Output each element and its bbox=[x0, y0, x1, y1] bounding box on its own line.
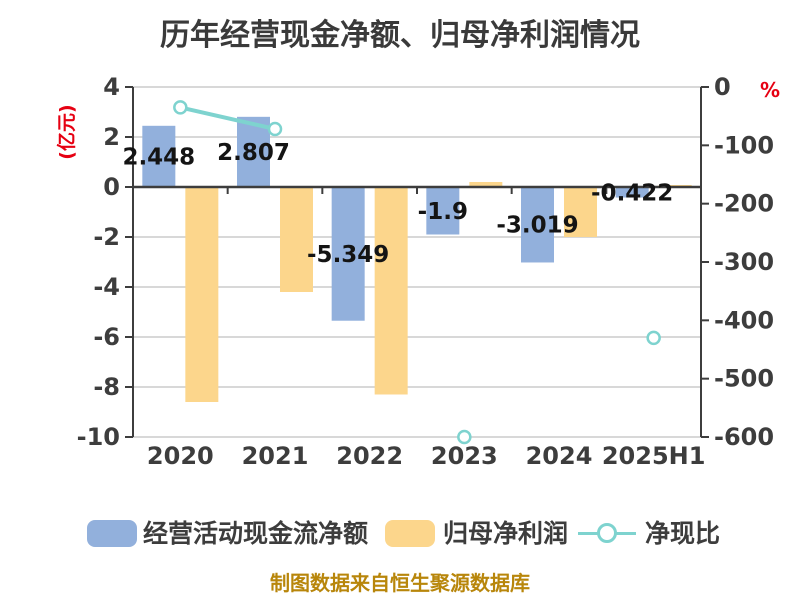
left-axis-tick-label: -2 bbox=[93, 223, 120, 251]
legend-swatch-net-profit bbox=[385, 520, 435, 547]
net-profit-bar-2024 bbox=[564, 187, 597, 237]
ratio-marker-2023 bbox=[457, 429, 472, 445]
right-axis-tick-label: -300 bbox=[714, 248, 774, 276]
right-axis-tick-label: -400 bbox=[714, 306, 774, 334]
cash-flow-data-label: -3.019 bbox=[496, 213, 578, 239]
legend-swatch-cash-flow bbox=[87, 520, 137, 547]
chart-title: 历年经营现金净额、归母净利润情况 bbox=[160, 18, 640, 53]
cash-flow-bar-2025H1 bbox=[615, 187, 649, 198]
x-axis-category-label: 2025H1 bbox=[602, 442, 706, 470]
left-axis-tick-label: 4 bbox=[103, 73, 120, 101]
right-axis-tick-label: -200 bbox=[714, 190, 774, 218]
right-axis-tick-label: -600 bbox=[714, 423, 774, 451]
net-profit-bar-2020 bbox=[185, 187, 219, 402]
ratio-marker-2025H1 bbox=[646, 330, 661, 346]
left-axis-tick-label: 0 bbox=[103, 173, 120, 201]
left-axis-tick-label: -10 bbox=[77, 423, 120, 451]
cash-flow-bar-2022 bbox=[331, 187, 365, 321]
cash-flow-bar-2023 bbox=[426, 187, 460, 235]
legend-label-net-profit: 归母净利润 bbox=[443, 519, 569, 548]
cash-flow-data-label: -5.349 bbox=[307, 242, 389, 268]
x-axis-category-label: 2022 bbox=[336, 442, 403, 470]
left-axis-tick-label: -6 bbox=[93, 323, 120, 351]
x-axis-category-label: 2020 bbox=[147, 442, 214, 470]
cash-flow-data-label: -1.9 bbox=[418, 199, 468, 225]
right-axis-unit-label: % bbox=[760, 78, 781, 102]
data-source-caption: 制图数据来自恒生聚源数据库 bbox=[270, 571, 530, 595]
ratio-marker-2021 bbox=[267, 121, 283, 137]
legend-swatch-ratio-line bbox=[578, 519, 636, 548]
ratio-line-segment bbox=[178, 105, 277, 131]
right-axis-tick-label: -100 bbox=[714, 131, 774, 159]
right-axis-tick-label: 0 bbox=[714, 73, 731, 101]
x-axis-category-label: 2024 bbox=[526, 442, 593, 470]
chart-legend: 经营活动现金流净额 归母净利润 净现比 bbox=[0, 519, 800, 549]
net-profit-bar-2021 bbox=[280, 187, 313, 292]
left-axis-tick-label: -4 bbox=[93, 273, 120, 301]
left-axis-tick-label: -8 bbox=[93, 373, 120, 401]
right-axis-tick-label: -500 bbox=[714, 365, 774, 393]
cash-flow-data-label: 2.807 bbox=[217, 140, 290, 166]
net-profit-bar-2022 bbox=[374, 187, 408, 395]
cash-flow-bar-2024 bbox=[521, 187, 554, 263]
legend-label-cash-flow: 经营活动现金流净额 bbox=[143, 519, 369, 548]
cash-flow-data-label: -0.422 bbox=[591, 180, 673, 206]
net-profit-bar-2023 bbox=[469, 182, 503, 187]
cash-flow-data-label: 2.448 bbox=[122, 144, 195, 170]
legend-label-ratio: 净现比 bbox=[645, 519, 721, 548]
x-axis-category-label: 2021 bbox=[242, 442, 309, 470]
cash-flow-bar-2020 bbox=[142, 125, 176, 187]
left-axis-tick-label: 2 bbox=[103, 123, 120, 151]
legend-marker-icon bbox=[597, 523, 617, 543]
ratio-marker-2020 bbox=[173, 100, 188, 115]
x-axis-category-label: 2023 bbox=[431, 442, 498, 470]
